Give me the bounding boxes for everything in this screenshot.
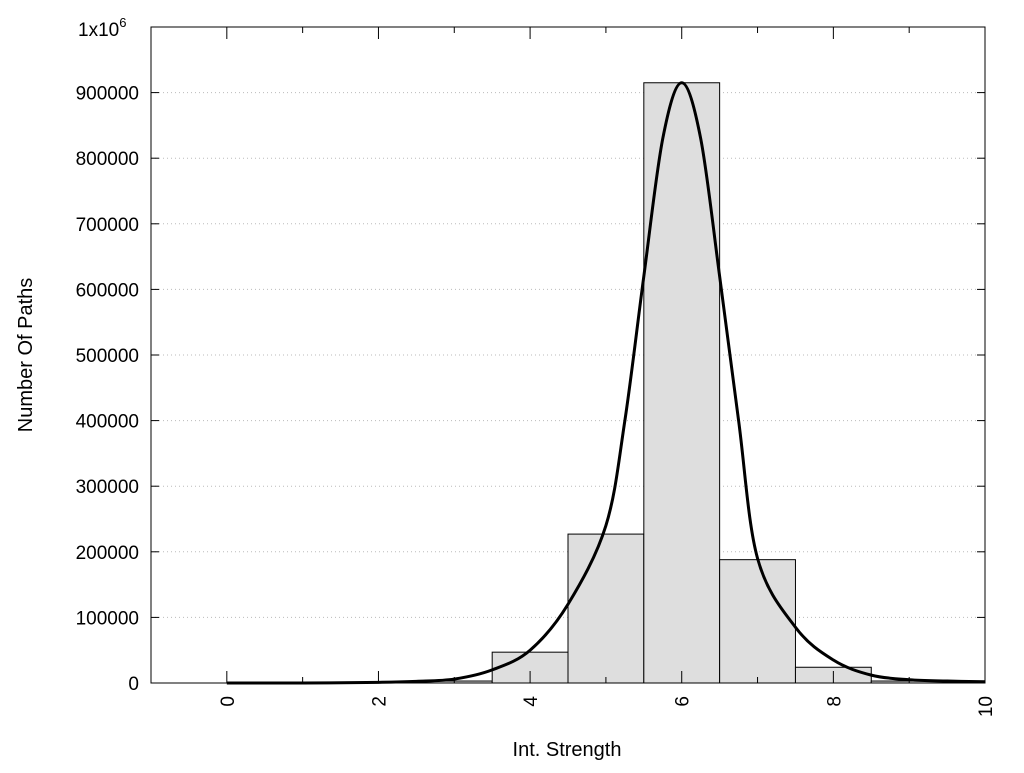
y-tick-label: 800000 <box>76 149 139 170</box>
histogram-bar <box>719 559 796 684</box>
y-tick-label: 200000 <box>76 543 139 564</box>
axis-ticks: 0 100000 200000 300000 400000 500000 600000 700… <box>76 27 997 717</box>
x-tick-label: 8 <box>824 696 845 707</box>
histogram-bars <box>415 82 948 684</box>
axis-labels: Number Of Paths Int. Strength 1x106 <box>15 15 621 761</box>
histogram-bar <box>643 82 721 684</box>
y-multiplier-base: 1x10 <box>78 20 119 41</box>
x-tick-label: 2 <box>369 696 390 707</box>
y-tick-label: 700000 <box>76 215 139 236</box>
y-tick-label: 400000 <box>76 412 139 433</box>
x-tick-label: 0 <box>218 696 239 707</box>
y-tick-label: 0 <box>128 674 139 695</box>
x-tick-label: 10 <box>976 696 997 717</box>
y-tick-label: 900000 <box>76 84 139 105</box>
x-axis-title: Int. Strength <box>513 739 622 761</box>
y-tick-label: 100000 <box>76 608 139 629</box>
histogram-bar <box>567 533 645 684</box>
y-tick-label: 500000 <box>76 346 139 367</box>
y-multiplier-exponent: 6 <box>119 15 126 30</box>
x-tick-label: 6 <box>673 696 694 707</box>
y-tick-label: 300000 <box>76 477 139 498</box>
x-tick-label: 4 <box>521 696 542 707</box>
y-tick-label: 600000 <box>76 280 139 301</box>
y-axis-multiplier: 1x106 <box>78 15 126 41</box>
y-axis-title: Number Of Paths <box>15 278 37 433</box>
